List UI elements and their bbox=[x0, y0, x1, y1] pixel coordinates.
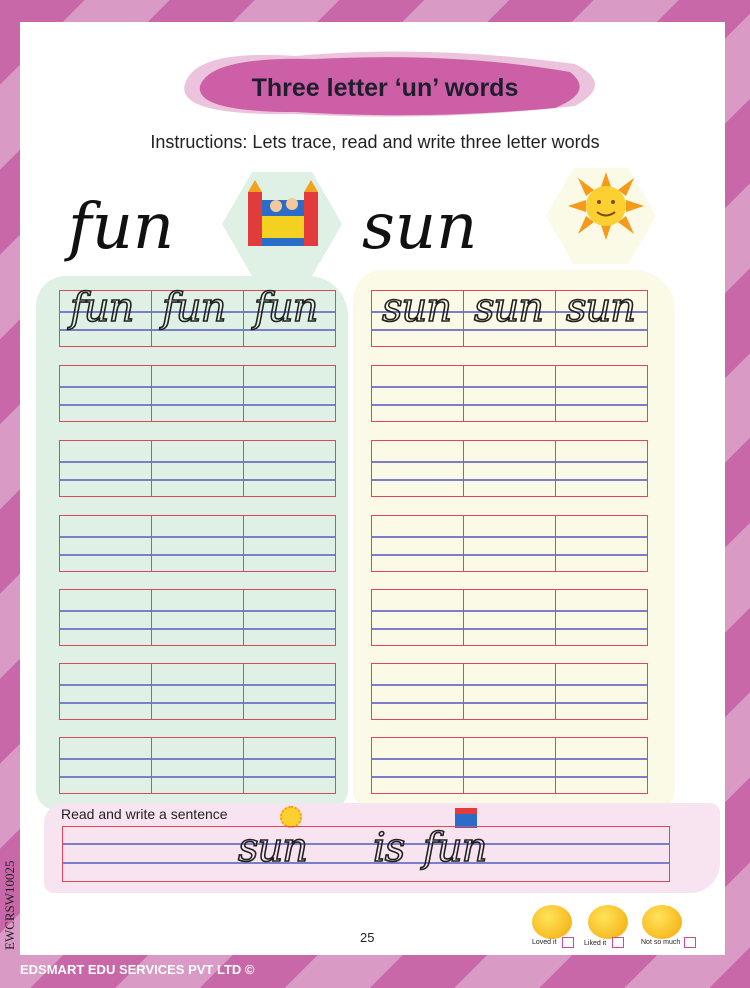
small-sun-icon bbox=[280, 806, 302, 828]
footer-publisher: EDSMART EDU SERVICES PVT LTD © bbox=[20, 962, 255, 977]
writing-row[interactable] bbox=[371, 365, 648, 422]
writing-cell[interactable] bbox=[60, 441, 152, 496]
writing-row[interactable] bbox=[59, 515, 336, 572]
feedback-label: Liked it bbox=[584, 940, 607, 947]
writing-cell[interactable] bbox=[372, 590, 464, 645]
trace-word: fun bbox=[69, 284, 135, 332]
instructions: Instructions: Lets trace, read and write… bbox=[150, 132, 600, 152]
writing-cell[interactable] bbox=[556, 366, 647, 421]
writing-cell[interactable] bbox=[60, 366, 152, 421]
title-banner bbox=[184, 51, 595, 117]
sun-icon bbox=[568, 172, 644, 240]
trace-word: sun bbox=[565, 284, 637, 332]
writing-row[interactable]: fun fun fun bbox=[59, 284, 336, 347]
page-number: 25 bbox=[360, 930, 375, 945]
writing-cell[interactable] bbox=[152, 664, 244, 719]
writing-cell[interactable] bbox=[60, 664, 152, 719]
rolling-eyes-face-icon bbox=[642, 905, 682, 939]
writing-cell[interactable] bbox=[464, 738, 556, 793]
writing-cell[interactable] bbox=[556, 738, 647, 793]
writing-row[interactable] bbox=[371, 737, 648, 794]
writing-cell[interactable] bbox=[556, 441, 647, 496]
trace-word: fun bbox=[253, 284, 319, 332]
writing-cell[interactable] bbox=[372, 441, 464, 496]
writing-cell[interactable] bbox=[244, 738, 335, 793]
writing-cell[interactable] bbox=[244, 366, 335, 421]
right-panel bbox=[353, 270, 675, 810]
writing-cell[interactable]: sun bbox=[372, 284, 464, 346]
writing-cell[interactable] bbox=[372, 664, 464, 719]
trace-word: sun bbox=[381, 284, 453, 332]
writing-cell[interactable]: sun bbox=[464, 284, 556, 346]
writing-cell[interactable] bbox=[152, 738, 244, 793]
page-title: Three letter ‘un’ words bbox=[251, 74, 519, 102]
writing-cell[interactable] bbox=[372, 366, 464, 421]
writing-row[interactable] bbox=[371, 589, 648, 646]
writing-cell[interactable] bbox=[244, 441, 335, 496]
writing-cell[interactable]: fun bbox=[244, 284, 335, 346]
small-bouncy-castle-icon bbox=[455, 808, 477, 828]
writing-cell[interactable] bbox=[556, 664, 647, 719]
sentence-label: Read and write a sentence bbox=[61, 806, 228, 822]
sentence-panel bbox=[44, 803, 720, 893]
trace-word: fun bbox=[422, 824, 488, 872]
trace-word: sun bbox=[473, 284, 545, 332]
writing-cell[interactable] bbox=[152, 590, 244, 645]
writing-cell[interactable] bbox=[244, 516, 335, 571]
writing-cell[interactable] bbox=[244, 664, 335, 719]
writing-row[interactable] bbox=[371, 515, 648, 572]
writing-cell[interactable] bbox=[372, 516, 464, 571]
writing-row[interactable] bbox=[59, 663, 336, 720]
writing-cell[interactable] bbox=[244, 590, 335, 645]
writing-cell[interactable] bbox=[464, 366, 556, 421]
word-sun: sun bbox=[362, 190, 478, 264]
writing-cell[interactable] bbox=[152, 366, 244, 421]
writing-cell[interactable] bbox=[60, 590, 152, 645]
worksheet-code: EWCRSW10025 bbox=[2, 860, 17, 950]
writing-cell[interactable] bbox=[60, 738, 152, 793]
writing-row[interactable]: sun sun sun bbox=[371, 284, 648, 347]
writing-cell[interactable] bbox=[372, 738, 464, 793]
writing-row[interactable] bbox=[59, 737, 336, 794]
bouncy-castle-icon bbox=[248, 180, 318, 246]
writing-cell[interactable] bbox=[152, 441, 244, 496]
liked-it-checkbox[interactable] bbox=[612, 937, 624, 948]
smiley-face-icon bbox=[588, 905, 628, 939]
writing-cell[interactable] bbox=[152, 516, 244, 571]
loved-it-checkbox[interactable] bbox=[562, 937, 574, 948]
feedback-label: Not so much bbox=[641, 939, 681, 946]
trace-word: fun bbox=[161, 284, 227, 332]
sentence-writing-box[interactable]: sun is fun bbox=[62, 824, 670, 882]
writing-cell[interactable] bbox=[464, 590, 556, 645]
feedback-label: Loved it bbox=[532, 939, 557, 946]
writing-cell[interactable]: fun bbox=[152, 284, 244, 346]
writing-cell[interactable]: fun bbox=[60, 284, 152, 346]
trace-word: is bbox=[372, 824, 406, 872]
laughing-face-icon bbox=[532, 905, 572, 939]
writing-row[interactable] bbox=[371, 440, 648, 497]
writing-cell[interactable]: sun bbox=[556, 284, 647, 346]
writing-cell[interactable] bbox=[464, 664, 556, 719]
writing-row[interactable] bbox=[59, 589, 336, 646]
writing-row[interactable] bbox=[59, 440, 336, 497]
writing-cell[interactable] bbox=[556, 590, 647, 645]
writing-row[interactable] bbox=[371, 663, 648, 720]
writing-cell[interactable] bbox=[60, 516, 152, 571]
not-so-much-checkbox[interactable] bbox=[684, 937, 696, 948]
writing-cell[interactable] bbox=[464, 516, 556, 571]
trace-word: sun bbox=[237, 824, 309, 872]
writing-cell[interactable] bbox=[464, 441, 556, 496]
writing-row[interactable] bbox=[59, 365, 336, 422]
word-fun: fun bbox=[68, 190, 175, 264]
writing-cell[interactable] bbox=[556, 516, 647, 571]
